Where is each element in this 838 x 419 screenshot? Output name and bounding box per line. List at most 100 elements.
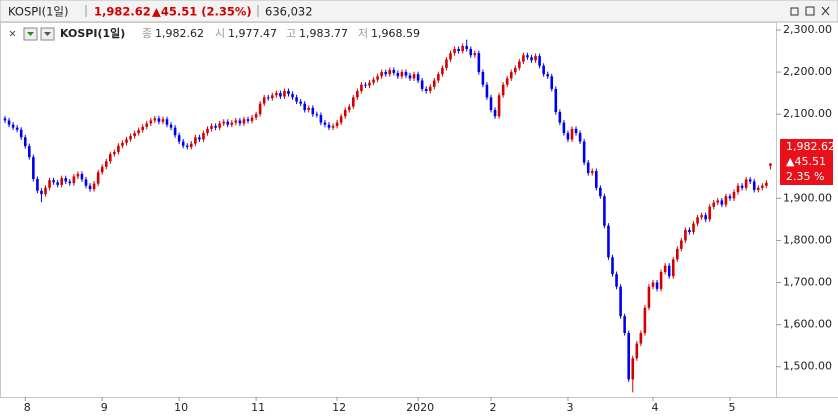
window-buttons[interactable] (790, 6, 830, 16)
candle-body (364, 84, 367, 86)
x-tick-label: 8 (24, 401, 31, 414)
candle-body (23, 137, 27, 147)
legend-name: KOSPI(1일) (60, 26, 125, 40)
candle-body (501, 84, 505, 96)
candle-body (157, 118, 161, 122)
candle-body (473, 53, 477, 56)
candle-body (254, 114, 258, 118)
candle-body (692, 223, 695, 233)
candle-body (558, 112, 562, 123)
candle-body (323, 122, 327, 125)
legend-label: 종 (142, 27, 152, 40)
candle-body (603, 196, 606, 226)
candle-body (222, 121, 225, 124)
candle-body (631, 358, 635, 380)
candle-body (319, 115, 323, 123)
candle-body (92, 183, 96, 190)
candle-body (307, 107, 311, 110)
y-tick-label: 1,600.00 (783, 318, 832, 331)
candle-body (542, 65, 545, 75)
candle-body (724, 196, 728, 205)
candle-body (428, 86, 432, 92)
candle-body (611, 257, 614, 275)
price-tag (780, 139, 833, 185)
restore-button[interactable] (790, 7, 799, 16)
candle-body (748, 179, 752, 182)
candle-body (125, 139, 128, 143)
y-tick-label: 2,200.00 (783, 65, 832, 78)
price: 1,982.62 (94, 5, 151, 19)
candle-body (52, 180, 55, 183)
candle-body (578, 133, 582, 142)
legend-value: 1,977.47 (228, 27, 277, 40)
candle-body (250, 117, 254, 121)
candle-body (283, 91, 286, 97)
candle-body (384, 72, 387, 75)
legend-button-icon (44, 32, 51, 36)
candle-body (445, 59, 448, 68)
candle-body (287, 91, 290, 94)
candle-body (481, 72, 485, 85)
candle-body (242, 119, 246, 124)
candle-body (76, 173, 80, 177)
legend-value: 1,983.77 (299, 27, 348, 40)
candle-body (11, 124, 15, 128)
candle-body (137, 130, 140, 134)
candle-body (437, 74, 440, 81)
candle-body (599, 187, 602, 197)
candle-body (331, 125, 335, 128)
candle-body (262, 97, 266, 104)
legend-button-icon (27, 32, 34, 36)
candle-body (708, 206, 711, 220)
candle-body (271, 95, 274, 99)
y-tick-label: 1,500.00 (783, 360, 832, 373)
candle-body (315, 114, 319, 116)
maximize-button[interactable] (805, 6, 815, 16)
legend-close[interactable] (9, 30, 16, 37)
candle-body (586, 162, 590, 174)
candle-body (530, 57, 533, 61)
legend-value: 1,968.59 (371, 27, 420, 40)
candle-body (352, 97, 355, 107)
symbol: KOSPI(1일) (8, 5, 68, 19)
candle-body (238, 120, 242, 124)
candle-body (534, 56, 537, 61)
legend-value: 1,982.62 (155, 27, 204, 40)
x-tick-label: 3 (566, 401, 573, 414)
candle-body (141, 126, 144, 131)
candle-body (736, 185, 740, 193)
candle-body (291, 93, 294, 98)
close-button[interactable] (821, 6, 830, 16)
tag-percent: 2.35 % (786, 170, 824, 183)
candle-body (769, 163, 772, 166)
candle-body (396, 72, 400, 77)
candle-body (64, 178, 68, 182)
candle-body (590, 170, 594, 174)
candle-body (570, 128, 574, 140)
candle-body (258, 103, 262, 115)
candle-body (202, 133, 205, 140)
candle-body (623, 316, 626, 334)
candle-body (84, 179, 88, 186)
x-tick-label: 9 (101, 401, 108, 414)
candle-body (129, 136, 132, 140)
candle-body (376, 76, 379, 80)
candle-body (19, 129, 23, 138)
candle-body (117, 145, 120, 153)
candle-body (113, 152, 116, 155)
candle-body (477, 53, 481, 73)
tag-change: ▲45.51 (786, 155, 826, 168)
candle-body (343, 109, 347, 117)
candle-body (607, 225, 610, 258)
candle-body (574, 128, 578, 134)
candle-body (497, 95, 501, 117)
candle-body (32, 157, 35, 179)
candle-body (659, 272, 663, 289)
candle-body (700, 215, 703, 218)
candle-body (177, 135, 181, 142)
candle-body (582, 141, 586, 163)
legend-label: 시 (215, 27, 225, 40)
candle-body (246, 119, 250, 121)
